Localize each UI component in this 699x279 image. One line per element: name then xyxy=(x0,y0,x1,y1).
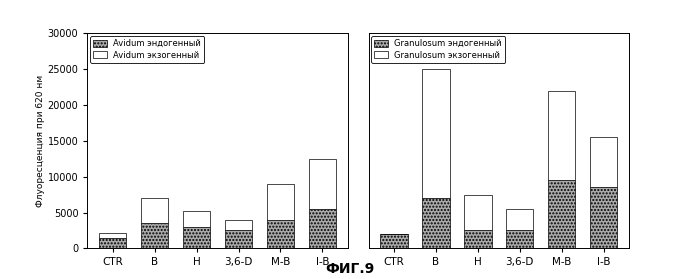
Y-axis label: Флуоресценция при 620 нм: Флуоресценция при 620 нм xyxy=(36,75,45,207)
Bar xyxy=(225,230,252,248)
Bar xyxy=(267,184,294,220)
Bar xyxy=(267,220,294,248)
Bar xyxy=(380,234,408,248)
Bar xyxy=(99,238,127,248)
Text: ФИГ.9: ФИГ.9 xyxy=(325,262,374,276)
Bar xyxy=(506,209,533,230)
Bar xyxy=(422,69,449,198)
Bar xyxy=(590,137,617,187)
Bar xyxy=(506,230,533,248)
Bar xyxy=(309,209,336,248)
Bar xyxy=(225,220,252,230)
Bar xyxy=(99,233,127,238)
Bar xyxy=(309,159,336,209)
Legend: Avidum эндогенный, Avidum экзогенный: Avidum эндогенный, Avidum экзогенный xyxy=(90,36,204,63)
Bar xyxy=(422,198,449,248)
Legend: Granulosum эндогенный, Granulosum экзогенный: Granulosum эндогенный, Granulosum экзоге… xyxy=(371,36,505,63)
Bar xyxy=(141,223,168,248)
Bar xyxy=(464,195,491,230)
Bar xyxy=(548,180,575,248)
Bar xyxy=(141,198,168,223)
Bar xyxy=(183,227,210,248)
Bar xyxy=(590,187,617,248)
Bar xyxy=(464,230,491,248)
Bar xyxy=(548,91,575,180)
Bar xyxy=(183,211,210,227)
